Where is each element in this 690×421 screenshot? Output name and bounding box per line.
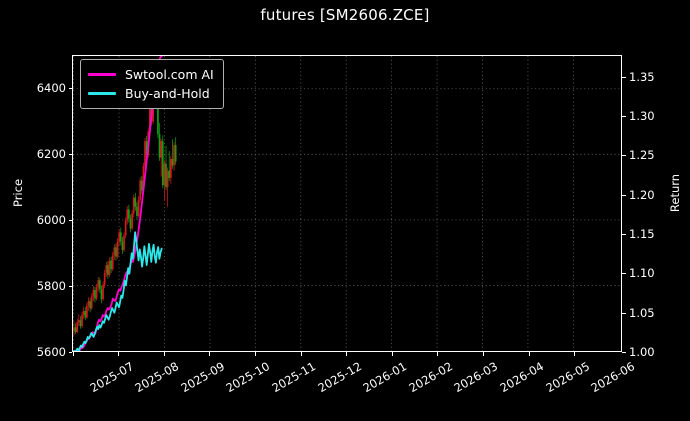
x-axis-tick-mark xyxy=(118,352,120,356)
y-axis-right-tick-mark xyxy=(622,115,626,117)
chart-title: futures [SM2606.ZCE] xyxy=(260,6,430,24)
y-axis-left-tick-label: 5800 xyxy=(36,279,66,293)
legend-item-ai[interactable]: Swtool.com AI xyxy=(88,65,214,84)
x-axis-tick-label: 2025-09 xyxy=(178,359,227,396)
x-axis-tick-label: 2026-05 xyxy=(543,359,592,396)
y-axis-left-tick-label: 5600 xyxy=(36,345,66,359)
x-axis-tick-mark xyxy=(163,352,165,356)
y-axis-right-tick-mark xyxy=(622,233,626,235)
x-axis-tick-label: 2025-07 xyxy=(87,359,136,396)
x-axis-tick-label: 2026-02 xyxy=(406,359,455,396)
y-axis-right-tick-label: 1.15 xyxy=(629,226,655,241)
y-axis-left-tick-mark xyxy=(68,88,72,89)
y-axis-right-tick-label: 1.10 xyxy=(629,266,655,281)
y-axis-right-tick-label: 1.35 xyxy=(629,69,655,84)
y-axis-right-tick-label: 1.05 xyxy=(629,305,655,320)
x-axis-tick-label: 2025-11 xyxy=(269,359,319,396)
y-axis-right-ticks: 1.00 1.05 1.10 1.15 1.20 1.25 1.30 1.35 xyxy=(629,0,679,421)
y-axis-right-tick-mark xyxy=(622,273,626,275)
y-axis-right-tick-label: 1.25 xyxy=(629,148,655,163)
x-axis-tick-mark xyxy=(437,352,439,356)
chart-legend[interactable]: Swtool.com AI Buy-and-Hold xyxy=(80,59,224,109)
x-axis-tick-mark xyxy=(72,352,74,356)
y-axis-left-tick-label: 6000 xyxy=(36,213,66,227)
legend-item-buy-and-hold[interactable]: Buy-and-Hold xyxy=(88,84,214,103)
y-axis-right-tick-label: 1.20 xyxy=(629,187,655,202)
y-axis-right-tick-label: 1.30 xyxy=(629,108,655,123)
legend-label-ai: Swtool.com AI xyxy=(125,67,214,82)
legend-swatch-ai xyxy=(88,73,116,76)
x-axis-tick-mark xyxy=(528,352,530,356)
legend-swatch-buy-and-hold xyxy=(88,92,116,95)
x-axis-tick-mark xyxy=(391,352,393,356)
y-axis-left-ticks: 5600 5800 6000 6200 6400 xyxy=(0,0,66,421)
y-axis-right-tick-mark xyxy=(622,76,626,78)
x-axis-tick-mark xyxy=(346,352,348,356)
y-axis-left-tick-label: 6400 xyxy=(36,81,66,95)
x-axis-tick-label: 2026-01 xyxy=(360,359,410,396)
y-axis-left-tick-label: 6200 xyxy=(36,147,66,161)
y-axis-left-tick-mark xyxy=(68,154,72,155)
y-axis-right-tick-mark xyxy=(622,155,626,157)
x-axis-tick-label: 2026-06 xyxy=(588,359,638,396)
y-axis-right-title: Return xyxy=(668,173,682,213)
x-axis-tick-label: 2025-08 xyxy=(132,359,182,396)
data-series-layer xyxy=(73,56,177,351)
y-axis-left-tick-mark xyxy=(68,352,72,353)
x-axis-tick-mark xyxy=(209,352,211,356)
x-axis-tick-mark xyxy=(255,352,256,356)
y-axis-right-tick-mark xyxy=(622,352,626,353)
y-axis-right-tick-mark xyxy=(622,194,626,196)
x-axis-tick-mark xyxy=(300,352,302,356)
y-axis-left-tick-mark xyxy=(68,220,72,221)
x-axis-tick-label: 2025-10 xyxy=(223,359,273,396)
x-axis-tick-label: 2026-03 xyxy=(451,359,501,396)
y-axis-right-tick-mark xyxy=(622,312,626,314)
y-axis-right-tick-label: 1.00 xyxy=(629,345,655,359)
y-axis-left-tick-mark xyxy=(68,286,72,287)
x-axis-tick-label: 2026-04 xyxy=(497,359,547,396)
x-axis-tick-mark xyxy=(483,352,484,356)
x-axis-tick-mark xyxy=(574,352,576,356)
legend-label-buy-and-hold: Buy-and-Hold xyxy=(125,86,210,101)
y-axis-left-title: Price xyxy=(11,178,25,208)
x-axis-tick-label: 2025-12 xyxy=(315,359,364,396)
